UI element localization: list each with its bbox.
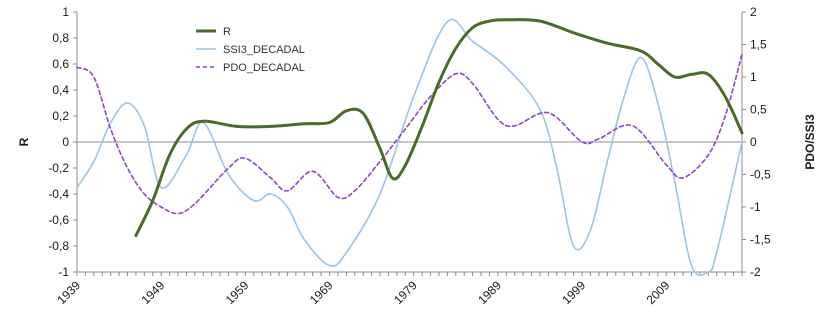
y-left-tick-label: 0,2 [52, 109, 69, 123]
y-right-axis-title: PDO/SSI3 [803, 114, 817, 170]
y-right-tick-label: 2 [750, 5, 757, 19]
y-left-tick-label: -0,2 [48, 161, 69, 175]
x-tick-label: 2009 [644, 278, 673, 307]
x-tick-label: 1939 [54, 278, 83, 307]
series-layer [76, 18, 744, 277]
y-right-tick-label: -0,5 [750, 168, 771, 182]
y-left-tick-label: 0 [62, 135, 69, 149]
y-left-axis-title: R [17, 137, 31, 146]
y-right-tick-label: -2 [750, 265, 761, 279]
y-right-tick-label: -1 [750, 200, 761, 214]
legend-label: PDO_DECADAL [223, 62, 305, 74]
y-left-tick-label: 0,8 [52, 31, 69, 45]
y-right-tick-label: 1 [750, 70, 757, 84]
y-left-tick-label: -0,4 [48, 187, 69, 201]
series-line-ssi3-decadal [76, 18, 743, 277]
labels-layer: -1 -0,8 -0,6 -0,4 -0,2 0 0,2 0,4 0,6 0,8 1 -2 -1,5 -1… [17, 5, 817, 307]
y-left-tick-label: 0,4 [52, 83, 69, 97]
series-line-r [134, 18, 744, 238]
y-left-tick-label: 1 [62, 5, 69, 19]
y-right-tick-label: 1,5 [750, 38, 767, 52]
x-tick-label: 1989 [475, 278, 504, 307]
x-tick-label: 1999 [559, 278, 588, 307]
x-tick-label: 1959 [223, 278, 252, 307]
x-tick-label: 1969 [307, 278, 336, 307]
y-left-tick-label: 0,6 [52, 57, 69, 71]
chart-legend: R SSI3_DECADAL PDO_DECADAL [196, 26, 305, 74]
y-left-tick-label: -1 [58, 265, 69, 279]
y-right-tick-label: 0,5 [750, 103, 767, 117]
y-left-tick-label: -0,6 [48, 213, 69, 227]
x-tick-label: 1949 [139, 278, 168, 307]
series-line-pdo-decadal [76, 53, 743, 215]
y-left-tick-label: -0,8 [48, 239, 69, 253]
legend-label: R [223, 26, 231, 38]
x-tick-label: 1979 [391, 278, 420, 307]
y-right-tick-label: 0 [750, 135, 757, 149]
y-right-tick-label: -1,5 [750, 233, 771, 247]
legend-label: SSI3_DECADAL [223, 44, 305, 56]
